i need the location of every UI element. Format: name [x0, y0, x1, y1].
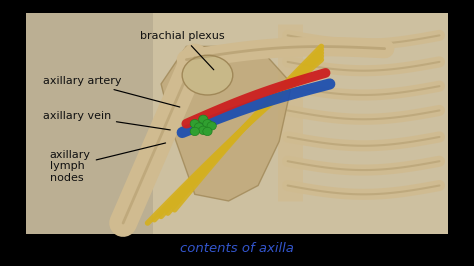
Bar [26, 13, 448, 234]
Text: axillary
lymph
nodes: axillary lymph nodes [50, 143, 165, 183]
Text: axillary vein: axillary vein [43, 111, 170, 130]
Ellipse shape [199, 115, 208, 123]
Ellipse shape [182, 55, 233, 95]
Ellipse shape [207, 122, 216, 130]
FancyBboxPatch shape [26, 13, 448, 234]
Text: axillary artery: axillary artery [43, 76, 180, 107]
Ellipse shape [203, 127, 212, 136]
Text: contents of axilla: contents of axilla [180, 242, 294, 255]
Ellipse shape [194, 123, 204, 131]
Ellipse shape [199, 126, 208, 135]
Ellipse shape [190, 119, 200, 128]
Ellipse shape [203, 119, 212, 128]
Polygon shape [161, 47, 292, 201]
Ellipse shape [190, 127, 200, 136]
Text: brachial plexus: brachial plexus [140, 31, 225, 70]
Bar [26, 13, 153, 234]
